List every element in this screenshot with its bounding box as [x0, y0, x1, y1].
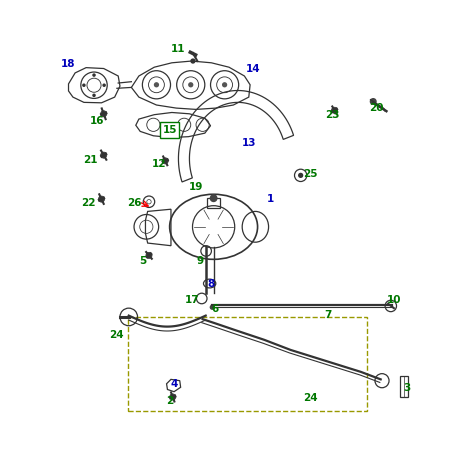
Circle shape — [92, 93, 96, 97]
Circle shape — [98, 196, 104, 202]
Text: 10: 10 — [387, 295, 401, 305]
Circle shape — [146, 252, 152, 258]
Circle shape — [210, 194, 218, 202]
Text: 18: 18 — [61, 59, 76, 69]
Text: 12: 12 — [152, 159, 166, 169]
Text: 26: 26 — [127, 198, 142, 208]
Text: 24: 24 — [109, 330, 124, 340]
Circle shape — [169, 394, 176, 400]
Text: 15: 15 — [163, 125, 177, 135]
Text: 4: 4 — [170, 379, 178, 389]
Text: 25: 25 — [303, 169, 317, 179]
Text: 5: 5 — [140, 256, 147, 266]
Text: 1: 1 — [267, 194, 274, 204]
Circle shape — [332, 107, 338, 114]
Text: 8: 8 — [208, 279, 215, 289]
Text: 11: 11 — [171, 44, 185, 54]
Text: 17: 17 — [184, 295, 199, 305]
Text: 2: 2 — [166, 396, 173, 406]
Bar — [399, 376, 408, 397]
Circle shape — [101, 152, 107, 158]
Text: 19: 19 — [189, 182, 203, 192]
Circle shape — [298, 173, 303, 178]
Bar — [207, 198, 220, 208]
Text: 9: 9 — [197, 256, 204, 266]
Circle shape — [162, 158, 169, 164]
Text: 23: 23 — [325, 109, 339, 120]
Circle shape — [82, 83, 86, 87]
Text: 22: 22 — [81, 198, 96, 208]
Text: 6: 6 — [211, 304, 218, 314]
Text: 14: 14 — [246, 64, 261, 74]
Circle shape — [101, 111, 107, 117]
Text: 7: 7 — [324, 310, 332, 320]
Circle shape — [370, 98, 377, 105]
Circle shape — [188, 82, 193, 87]
Circle shape — [154, 82, 159, 87]
Circle shape — [92, 73, 96, 77]
Text: 13: 13 — [241, 138, 256, 148]
Text: 20: 20 — [369, 103, 383, 113]
Text: 3: 3 — [403, 383, 411, 393]
Circle shape — [103, 83, 106, 87]
Circle shape — [222, 82, 227, 87]
Text: 16: 16 — [90, 116, 104, 126]
Circle shape — [191, 59, 196, 64]
Text: 21: 21 — [83, 154, 98, 164]
Circle shape — [210, 305, 215, 310]
Text: 24: 24 — [303, 393, 318, 403]
